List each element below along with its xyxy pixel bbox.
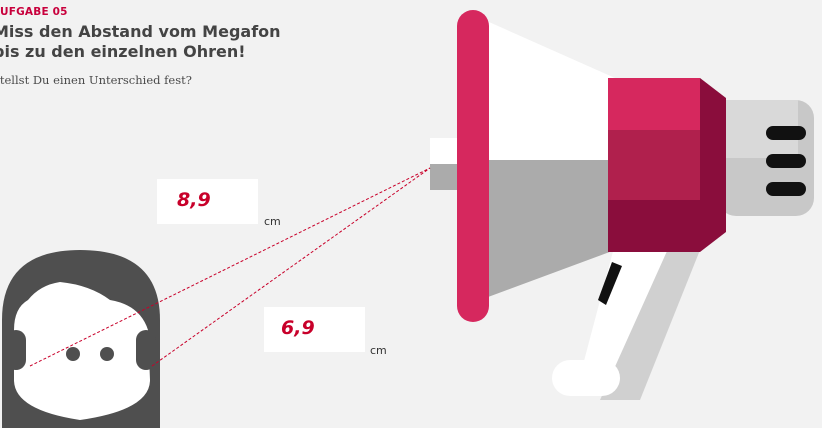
person-head-icon: [2, 250, 160, 428]
answer-box-ear-2: [264, 307, 365, 352]
title-line-1: Miss den Abstand vom Megafon: [0, 22, 281, 41]
title-line-2: bis zu den einzelnen Ohren!: [0, 42, 246, 61]
megaphone-icon: [430, 10, 814, 400]
page-title: Miss den Abstand vom Megafon bis zu den …: [0, 22, 281, 62]
unit-label-2: cm: [370, 344, 387, 357]
distance-input-2[interactable]: [264, 307, 365, 352]
measurement-lines: [29, 167, 431, 367]
unit-label-1: cm: [264, 215, 281, 228]
distance-input-1[interactable]: [157, 179, 258, 224]
answer-box-ear-1: [157, 179, 258, 224]
task-subtitle: Stellst Du einen Unterschied fest?: [0, 73, 192, 87]
task-label: AUFGABE 05: [0, 6, 68, 18]
